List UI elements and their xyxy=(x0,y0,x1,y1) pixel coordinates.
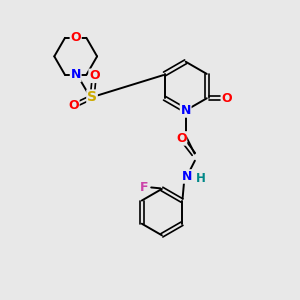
Text: N: N xyxy=(182,170,192,183)
Text: O: O xyxy=(89,69,100,82)
Text: F: F xyxy=(140,181,148,194)
Text: O: O xyxy=(68,99,79,112)
Text: O: O xyxy=(176,132,187,145)
Text: N: N xyxy=(70,68,81,81)
Text: N: N xyxy=(181,104,191,117)
Text: S: S xyxy=(87,90,97,104)
Text: O: O xyxy=(70,31,81,44)
Text: H: H xyxy=(196,172,206,185)
Text: O: O xyxy=(222,92,232,105)
